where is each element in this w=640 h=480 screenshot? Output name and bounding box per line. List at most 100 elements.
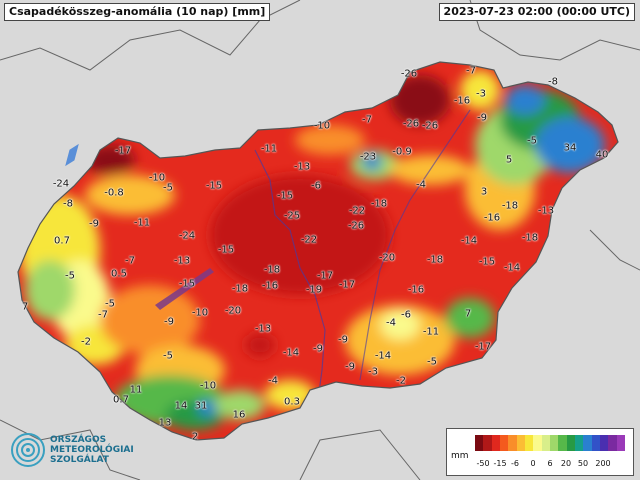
station-value: -18 <box>501 200 519 212</box>
station-value: -5 <box>163 182 173 194</box>
station-value: -5 <box>105 298 115 310</box>
station-value: -14 <box>460 235 478 247</box>
station-value: 5 <box>505 154 513 166</box>
station-value: 14 <box>174 400 188 412</box>
station-value: -15 <box>478 256 496 268</box>
station-value: 31 <box>194 400 208 412</box>
station-value: 16 <box>232 409 246 421</box>
station-value: -10 <box>199 380 217 392</box>
station-value: 7 <box>21 301 29 313</box>
station-value: -13 <box>293 161 311 173</box>
legend-swatch <box>483 435 492 451</box>
country-border-north <box>0 0 301 71</box>
station-value: -14 <box>374 350 392 362</box>
legend-tick: -15 <box>493 459 507 468</box>
legend-swatch <box>566 435 575 451</box>
logo-line-3: SZOLGÁLAT <box>50 455 109 465</box>
station-value: -13 <box>173 255 191 267</box>
legend-swatch <box>599 435 609 451</box>
station-value: -9 <box>164 316 174 328</box>
legend-tick: 0 <box>530 459 536 468</box>
omsz-logo: ORSZÁGOS METEOROLÓGIAI SZOLGÁLAT <box>10 430 160 474</box>
station-value: -18 <box>231 283 249 295</box>
station-value: 0.7 <box>113 394 129 406</box>
station-value: 11 <box>129 384 143 396</box>
station-value: -2 <box>81 336 91 348</box>
station-value: 2 <box>191 431 199 443</box>
tisza-river <box>359 109 471 381</box>
station-value: -26 <box>347 220 365 232</box>
station-value: -10 <box>313 120 331 132</box>
legend-unit: mm <box>451 451 469 461</box>
legend-swatch <box>524 435 534 451</box>
station-value: -4 <box>416 179 426 191</box>
station-value: -10 <box>191 307 209 319</box>
station-value: -19 <box>305 284 323 296</box>
legend-swatch <box>533 435 542 451</box>
omsz-logo-text: ORSZÁGOS METEOROLÓGIAI SZOLGÁLAT <box>50 435 134 465</box>
hungary-border <box>17 61 619 441</box>
station-value: 0.3 <box>284 396 300 408</box>
legend-swatch <box>574 435 584 451</box>
station-value: -23 <box>359 151 377 163</box>
station-value: -4 <box>268 375 278 387</box>
station-value: -5 <box>427 356 437 368</box>
station-value: -7 <box>466 65 476 77</box>
legend-swatch <box>549 435 559 451</box>
station-value: -16 <box>483 212 501 224</box>
station-value: -9 <box>89 218 99 230</box>
station-value: -15 <box>217 244 235 256</box>
station-value: -13 <box>537 205 555 217</box>
logo-line-2: METEOROLÓGIAI <box>50 445 134 455</box>
station-value: -25 <box>283 210 301 222</box>
station-value: -15 <box>205 180 223 192</box>
station-value: -6 <box>401 309 411 321</box>
station-value: -13 <box>254 323 272 335</box>
legend-swatch <box>516 435 525 451</box>
station-value: -5 <box>65 270 75 282</box>
station-value: -5 <box>163 350 173 362</box>
legend-swatch <box>591 435 600 451</box>
station-value: -26 <box>400 68 418 80</box>
legend-swatch <box>583 435 592 451</box>
legend-swatch <box>508 435 517 451</box>
station-value: -24 <box>52 178 70 190</box>
legend-color-bar <box>475 435 625 451</box>
station-value: -17 <box>316 270 334 282</box>
legend-tick: -50 <box>476 459 490 468</box>
legend-ticks: -50 -15 -6 0 6 20 50 200 <box>475 459 625 471</box>
station-value: -0.9 <box>392 146 412 158</box>
station-value: -18 <box>521 232 539 244</box>
omsz-swirl-icon <box>11 433 45 467</box>
station-value: -20 <box>378 252 396 264</box>
station-value: -16 <box>261 280 279 292</box>
station-value: 0.7 <box>54 235 70 247</box>
station-value: -26 <box>421 120 439 132</box>
station-value: 7 <box>464 308 472 320</box>
lake-balaton <box>155 268 214 310</box>
station-value: 40 <box>595 149 609 161</box>
station-value: -17 <box>474 341 492 353</box>
station-value: -14 <box>503 262 521 274</box>
station-value: -16 <box>453 95 471 107</box>
station-value: -9 <box>338 334 348 346</box>
logo-line-1: ORSZÁGOS <box>50 435 107 445</box>
country-border-south <box>299 429 421 480</box>
station-value: -14 <box>282 347 300 359</box>
station-value: 13 <box>158 417 172 429</box>
country-border-northeast <box>469 0 640 61</box>
station-value: -9 <box>477 112 487 124</box>
station-value: -7 <box>125 255 135 267</box>
color-legend: mm -50 -15 -6 0 6 20 50 200 <box>446 428 634 476</box>
legend-swatch <box>541 435 550 451</box>
legend-tick: 50 <box>577 459 589 468</box>
legend-tick: 20 <box>560 459 572 468</box>
station-value: 3 <box>480 186 488 198</box>
legend-swatch <box>558 435 567 451</box>
country-border-east <box>589 229 640 271</box>
map-timestamp: 2023-07-23 02:00 (00:00 UTC) <box>438 3 635 21</box>
station-value: -17 <box>338 279 356 291</box>
